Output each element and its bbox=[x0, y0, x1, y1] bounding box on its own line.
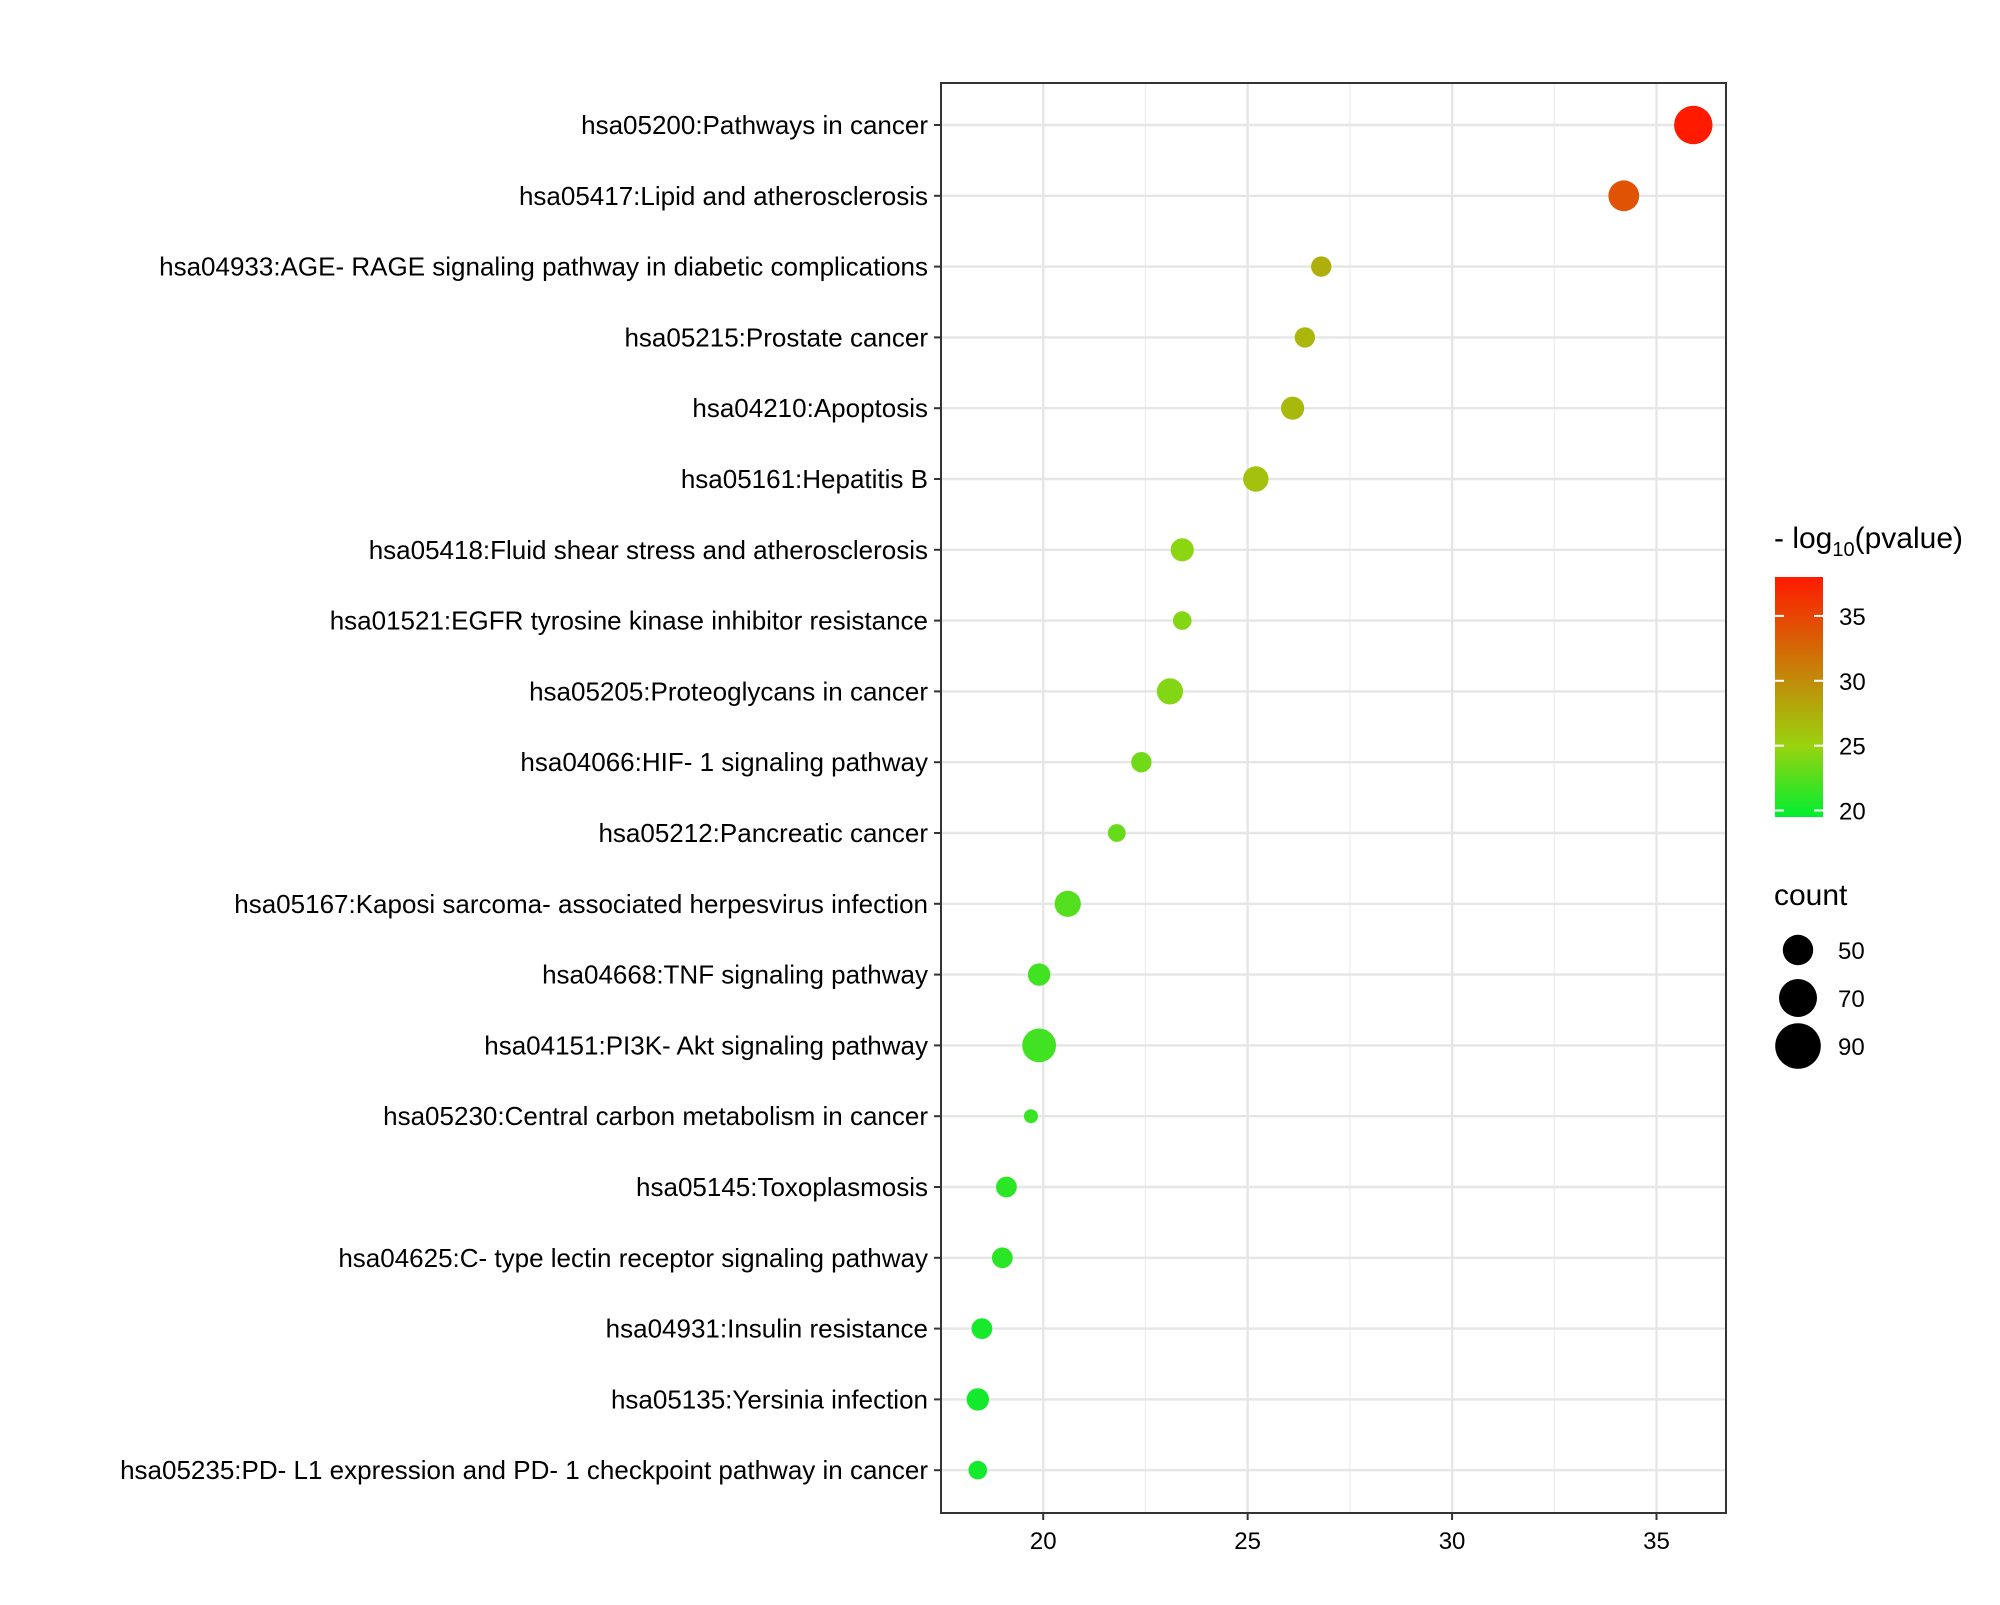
y-tick-label: hsa05200:Pathways in cancer bbox=[581, 110, 928, 140]
colorbar-tick-label: 20 bbox=[1839, 799, 1866, 826]
data-point bbox=[1156, 678, 1184, 705]
data-point bbox=[1243, 466, 1269, 492]
size-legend-label: 70 bbox=[1838, 986, 1865, 1013]
size-legend-dot bbox=[1782, 934, 1814, 966]
plot-panel bbox=[940, 82, 1727, 1514]
x-axis: 20 25 30 35 bbox=[1030, 1513, 1670, 1555]
x-tick-label: 30 bbox=[1439, 1528, 1466, 1555]
y-tick-label: hsa05167:Kaposi sarcoma- associated herp… bbox=[234, 889, 928, 919]
colorbar-tick-label: 30 bbox=[1839, 669, 1866, 696]
data-point bbox=[1023, 1109, 1038, 1124]
y-tick-label: hsa04151:PI3K- Akt signaling pathway bbox=[484, 1030, 928, 1060]
y-tick-label: hsa05230:Central carbon metabolism in ca… bbox=[383, 1101, 928, 1131]
color-legend: - log10(pvalue) 20 25 30 35 bbox=[1774, 522, 1963, 826]
data-point bbox=[1027, 963, 1051, 986]
data-point bbox=[991, 1247, 1013, 1269]
y-tick-label: hsa05212:Pancreatic cancer bbox=[598, 818, 928, 848]
color-legend-title-sub: 10 bbox=[1832, 539, 1854, 561]
colorbar-ticks: 20 25 30 35 bbox=[1775, 604, 1866, 826]
y-tick-label: hsa04931:Insulin resistance bbox=[606, 1314, 928, 1344]
y-tick-label: hsa05161:Hepatitis B bbox=[681, 464, 928, 494]
data-point bbox=[968, 1460, 988, 1480]
data-point bbox=[1022, 1028, 1057, 1063]
data-point bbox=[966, 1388, 989, 1411]
data-point bbox=[1281, 396, 1305, 420]
grid bbox=[941, 83, 1726, 1513]
data-point bbox=[1107, 824, 1126, 842]
x-tick-label: 20 bbox=[1030, 1528, 1057, 1555]
data-point bbox=[1131, 752, 1152, 773]
data-points bbox=[966, 105, 1713, 1480]
y-tick-label: hsa04210:Apoptosis bbox=[692, 393, 928, 423]
data-point bbox=[1674, 105, 1713, 145]
data-point bbox=[1054, 890, 1081, 917]
size-legend: count 50 70 90 bbox=[1774, 879, 1865, 1069]
color-legend-title: - log10(pvalue) bbox=[1774, 522, 1963, 561]
y-tick-label: hsa05205:Proteoglycans in cancer bbox=[529, 676, 928, 706]
y-tick-label: hsa05418:Fluid shear stress and atherosc… bbox=[369, 535, 928, 565]
y-tick-label: hsa05235:PD- L1 expression and PD- 1 che… bbox=[120, 1455, 928, 1485]
y-tick-label: hsa04066:HIF- 1 signaling pathway bbox=[520, 747, 928, 777]
data-point bbox=[1170, 538, 1194, 562]
size-legend-title: count bbox=[1774, 879, 1848, 912]
y-tick-label: hsa05417:Lipid and atherosclerosis bbox=[519, 181, 928, 211]
data-point bbox=[1172, 611, 1192, 630]
data-point bbox=[971, 1318, 993, 1339]
colorbar bbox=[1775, 577, 1823, 817]
colorbar-tick-label: 25 bbox=[1839, 734, 1866, 761]
y-tick-label: hsa04933:AGE- RAGE signaling pathway in … bbox=[159, 252, 928, 282]
x-tick-label: 35 bbox=[1643, 1528, 1670, 1555]
size-legend-dot bbox=[1779, 979, 1817, 1017]
size-legend-label: 90 bbox=[1838, 1034, 1865, 1061]
y-tick-label: hsa05145:Toxoplasmosis bbox=[636, 1172, 928, 1202]
data-point bbox=[1294, 327, 1316, 348]
size-legend-items: 50 70 90 bbox=[1775, 934, 1865, 1069]
y-axis-labels: hsa05200:Pathways in cancer hsa05417:Lipi… bbox=[120, 110, 941, 1485]
x-tick-label: 25 bbox=[1234, 1528, 1261, 1555]
data-point bbox=[996, 1176, 1017, 1198]
y-tick-label: hsa05135:Yersinia infection bbox=[611, 1384, 928, 1414]
y-tick-label: hsa04625:C- type lectin receptor signali… bbox=[338, 1243, 928, 1273]
size-legend-dot bbox=[1775, 1023, 1821, 1069]
data-point bbox=[1608, 180, 1640, 212]
y-tick-label: hsa05215:Prostate cancer bbox=[624, 322, 928, 352]
size-legend-label: 50 bbox=[1838, 938, 1865, 965]
y-tick-label: hsa04668:TNF signaling pathway bbox=[542, 960, 928, 990]
color-legend-title-prefix: - log bbox=[1774, 522, 1832, 555]
color-legend-title-suffix: (pvalue) bbox=[1855, 522, 1963, 555]
colorbar-tick-label: 35 bbox=[1839, 604, 1866, 631]
data-point bbox=[1311, 256, 1332, 277]
y-tick-label: hsa01521:EGFR tyrosine kinase inhibitor … bbox=[330, 606, 928, 636]
